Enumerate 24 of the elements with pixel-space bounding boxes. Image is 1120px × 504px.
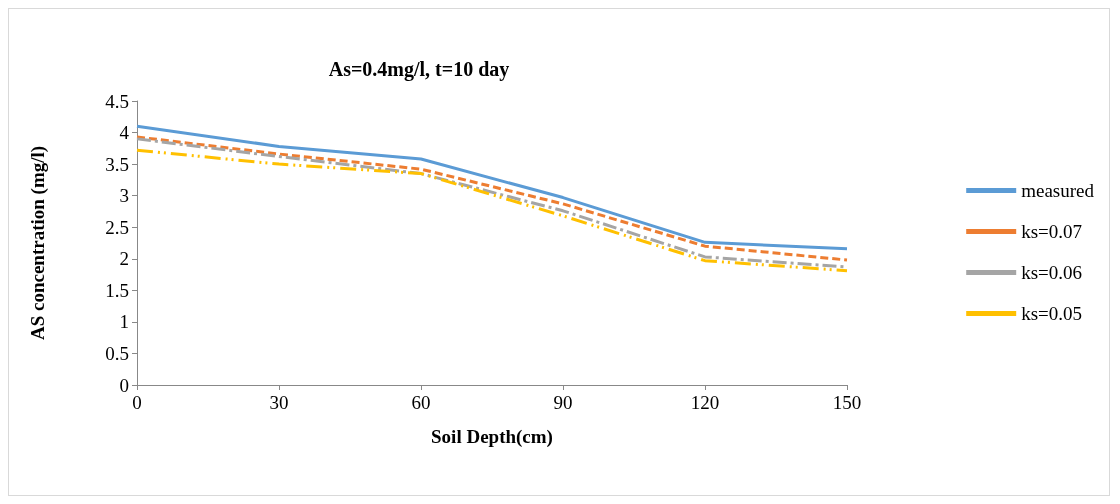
y-tick-label: 3.5 — [105, 153, 129, 175]
x-axis-title: Soil Depth(cm) — [431, 426, 553, 448]
x-tick-label: 60 — [411, 392, 431, 413]
y-tick-label: 4.5 — [105, 90, 129, 112]
y-tick-label: 2 — [119, 248, 129, 270]
x-tick-label: 30 — [269, 392, 289, 413]
legend-label: measured — [1021, 180, 1095, 201]
y-axis-title: AS concentration (mg/l) — [27, 145, 49, 341]
legend-label: ks=0.05 — [1021, 303, 1083, 324]
legend-label: ks=0.06 — [1021, 262, 1083, 283]
y-tick-label: 1 — [119, 311, 129, 333]
y-tick-label: 4 — [119, 122, 130, 144]
x-tick-label: 0 — [132, 392, 142, 413]
y-tick-label: 3 — [119, 185, 129, 207]
y-tick-label: 0.5 — [105, 342, 129, 364]
y-tick-label: 0 — [119, 374, 129, 396]
x-tick-label: 90 — [553, 392, 573, 413]
y-tick-label: 1.5 — [105, 279, 129, 301]
line-series — [135, 124, 849, 251]
x-tick-label: 150 — [832, 392, 862, 413]
legend-label: ks=0.07 — [1021, 221, 1083, 242]
chart-title: As=0.4mg/l, t=10 day — [328, 58, 510, 81]
x-tick-label: 120 — [690, 392, 720, 413]
y-tick-label: 2.5 — [105, 216, 129, 238]
